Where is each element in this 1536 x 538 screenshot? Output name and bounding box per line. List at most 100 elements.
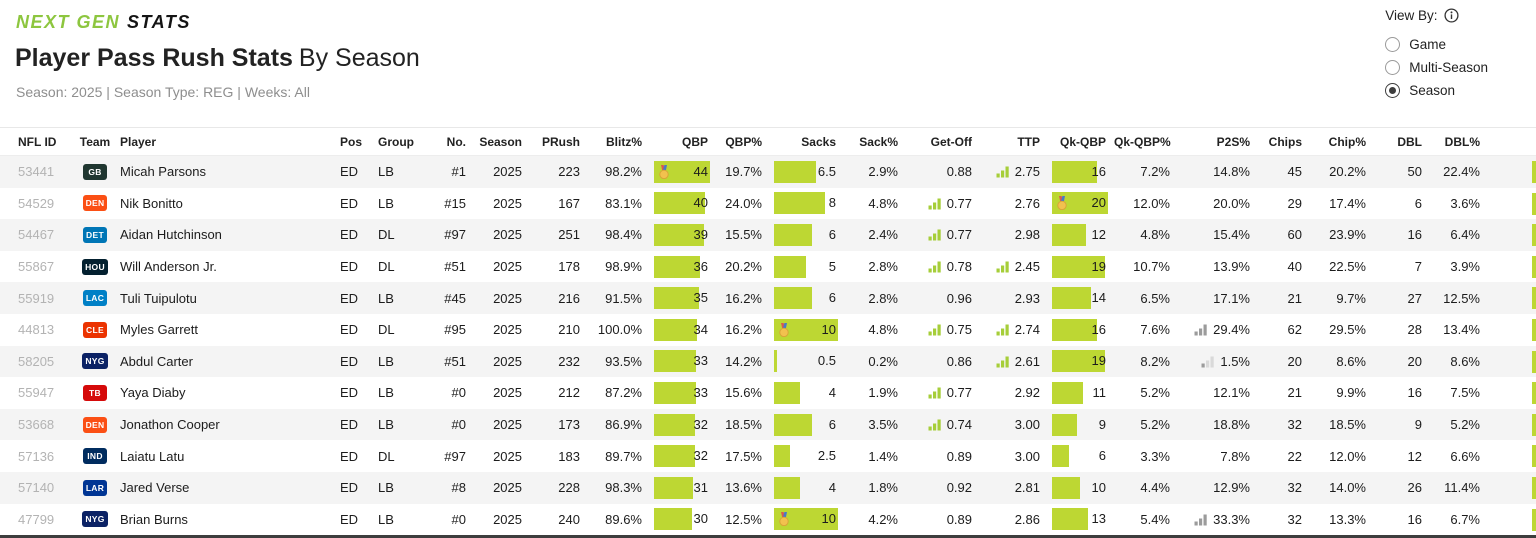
qk-qbp-bar-cell: 11 bbox=[1052, 381, 1114, 404]
next-column-bar-sliver bbox=[1532, 318, 1536, 341]
col-header-getoff[interactable]: Get-Off bbox=[930, 134, 972, 149]
dbl-pct-cell: 11.4% bbox=[1444, 480, 1480, 496]
sacks-bar-cell: 5 bbox=[774, 255, 854, 278]
ttp-cell: 2.81 bbox=[984, 480, 1052, 495]
p2s-pct-cell: 29.4% bbox=[1182, 322, 1262, 337]
col-header-qbp[interactable]: QBP bbox=[681, 134, 708, 149]
sacks-bar-cell-wrap: 10 bbox=[774, 318, 838, 341]
col-header-sack-pct[interactable]: Sack% bbox=[859, 134, 898, 149]
qk-qbp-bar-cell-wrap: 6 bbox=[1052, 445, 1108, 468]
stat-bar bbox=[1052, 223, 1086, 246]
sacks-bar-cell: 4 bbox=[774, 381, 854, 404]
col-header-qk-qbp-pct[interactable]: Qk-QBP% bbox=[1114, 134, 1171, 149]
player-name-cell: Jared Verse bbox=[120, 480, 190, 496]
radio-label: Season bbox=[1409, 83, 1455, 98]
signal-bars-green-icon bbox=[928, 261, 941, 273]
dbl-pct-cell: 6.7% bbox=[1450, 511, 1480, 527]
col-header-no[interactable]: No. bbox=[446, 134, 466, 149]
qbp-bar-cell-wrap: 36 bbox=[654, 255, 710, 278]
radio-unselected-icon[interactable] bbox=[1385, 60, 1401, 75]
chips-cell: 60 bbox=[1287, 227, 1302, 243]
radio-option-season[interactable]: Season bbox=[1385, 79, 1488, 102]
col-header-pos[interactable]: Pos bbox=[340, 134, 363, 149]
col-header-qk-qbp[interactable]: Qk-QBP bbox=[1059, 134, 1106, 149]
qk-qbp-bar-cell: 13 bbox=[1052, 508, 1114, 531]
team-logo: CLE bbox=[74, 321, 116, 338]
player-name-cell: Tuli Tuipulotu bbox=[120, 290, 197, 306]
stat-bar-value: 6 bbox=[1098, 448, 1106, 464]
stat-bar-value: 2.5 bbox=[817, 448, 836, 464]
get-off-cell: 0.74 bbox=[910, 417, 984, 432]
qk-qbp-pct-cell: 12.0% bbox=[1133, 195, 1170, 211]
chips-cell: 40 bbox=[1287, 259, 1302, 275]
sacks-bar-cell-wrap: 4 bbox=[774, 381, 838, 404]
team-logo: GB bbox=[74, 163, 116, 180]
stat-value: 2.45 bbox=[1014, 259, 1040, 275]
nfl-id-cell: 58205 bbox=[18, 353, 55, 369]
stat-value: 2.75 bbox=[1014, 164, 1040, 180]
group-cell: LB bbox=[378, 385, 394, 401]
stat-value: 13.9% bbox=[1213, 259, 1250, 275]
col-header-season[interactable]: Season bbox=[479, 134, 522, 149]
stat-bar-value: 9 bbox=[1098, 416, 1106, 432]
col-header-chip-pct[interactable]: Chip% bbox=[1328, 134, 1366, 149]
radio-unselected-icon[interactable] bbox=[1385, 37, 1401, 52]
chips-cell: 32 bbox=[1287, 511, 1302, 527]
blitz-pct-cell: 98.3% bbox=[605, 480, 642, 496]
team-logo: DEN bbox=[74, 195, 116, 212]
radio-option-multi-season[interactable]: Multi-Season bbox=[1385, 56, 1488, 79]
qk-qbp-bar-cell: 16 bbox=[1052, 160, 1114, 183]
qk-qbp-bar-cell: 10 bbox=[1052, 476, 1114, 499]
col-header-p2s[interactable]: P2S% bbox=[1216, 134, 1250, 149]
chip-pct-cell: 29.5% bbox=[1329, 322, 1366, 338]
qbp-bar-cell-wrap: 30 bbox=[654, 508, 710, 531]
col-header-prush[interactable]: PRush bbox=[541, 134, 580, 149]
qbp-bar-cell-wrap: 39 bbox=[654, 223, 710, 246]
stat-bar-value: 40 bbox=[693, 195, 708, 211]
stat-bar-value: 36 bbox=[693, 258, 708, 274]
sacks-bar-cell: 4 bbox=[774, 476, 854, 499]
chip-pct-cell: 8.6% bbox=[1336, 353, 1366, 369]
dbl-pct-cell: 3.9% bbox=[1450, 259, 1480, 275]
group-cell: DL bbox=[378, 227, 395, 243]
col-header-ttp[interactable]: TTP bbox=[1017, 134, 1040, 149]
radio-selected-icon[interactable] bbox=[1385, 83, 1401, 98]
chips-cell: 29 bbox=[1287, 195, 1302, 211]
stat-bar bbox=[1052, 476, 1080, 499]
sacks-bar-cell-wrap: 10 bbox=[774, 508, 838, 531]
col-header-blitz[interactable]: Blitz% bbox=[606, 134, 642, 149]
stat-value: 0.89 bbox=[946, 448, 972, 464]
p2s-pct-cell: 13.9% bbox=[1182, 259, 1262, 274]
filter-summary: Season: 2025 | Season Type: REG | Weeks:… bbox=[16, 84, 310, 100]
signal-bars-green-icon bbox=[996, 166, 1009, 178]
col-header-dbl[interactable]: DBL bbox=[1397, 134, 1422, 149]
sack-pct-cell: 4.8% bbox=[868, 322, 898, 338]
stat-bar-value: 33 bbox=[693, 384, 708, 400]
col-header-team[interactable]: Team bbox=[79, 134, 111, 149]
p2s-pct-cell: 7.8% bbox=[1182, 449, 1262, 464]
signal-bars-green-icon bbox=[928, 419, 941, 431]
info-icon[interactable] bbox=[1444, 8, 1460, 23]
col-header-chips[interactable]: Chips bbox=[1268, 134, 1302, 149]
qk-qbp-bar-cell: 6 bbox=[1052, 445, 1114, 468]
blitz-pct-cell: 98.2% bbox=[605, 164, 642, 180]
stat-bar-value: 16 bbox=[1091, 321, 1106, 337]
col-header-qbp-pct[interactable]: QBP% bbox=[725, 134, 762, 149]
col-header-dbl-pct[interactable]: DBL% bbox=[1444, 134, 1480, 149]
season-cell: 2025 bbox=[493, 164, 522, 180]
stat-bar-value: 6 bbox=[828, 226, 836, 242]
stat-value: 12.9% bbox=[1213, 480, 1250, 496]
table-row: 58205 NYG Abdul Carter ED LB #51 2025 232 93.5% 3… bbox=[0, 345, 1536, 378]
col-header-nfl-id[interactable]: NFL ID bbox=[18, 134, 57, 149]
stat-bar-value: 20 bbox=[1091, 195, 1106, 211]
gold-medal-icon bbox=[779, 512, 789, 527]
col-header-player[interactable]: Player bbox=[120, 134, 157, 149]
stat-bar bbox=[654, 381, 696, 404]
qbp-bar-cell-wrap: 31 bbox=[654, 476, 710, 499]
radio-option-game[interactable]: Game bbox=[1385, 33, 1488, 56]
ttp-cell: 2.93 bbox=[984, 291, 1052, 306]
stat-bar-value: 19 bbox=[1091, 353, 1106, 369]
col-header-sacks[interactable]: Sacks bbox=[801, 134, 836, 149]
col-header-group[interactable]: Group bbox=[378, 134, 414, 149]
team-logo-nyg: NYG bbox=[82, 511, 108, 528]
